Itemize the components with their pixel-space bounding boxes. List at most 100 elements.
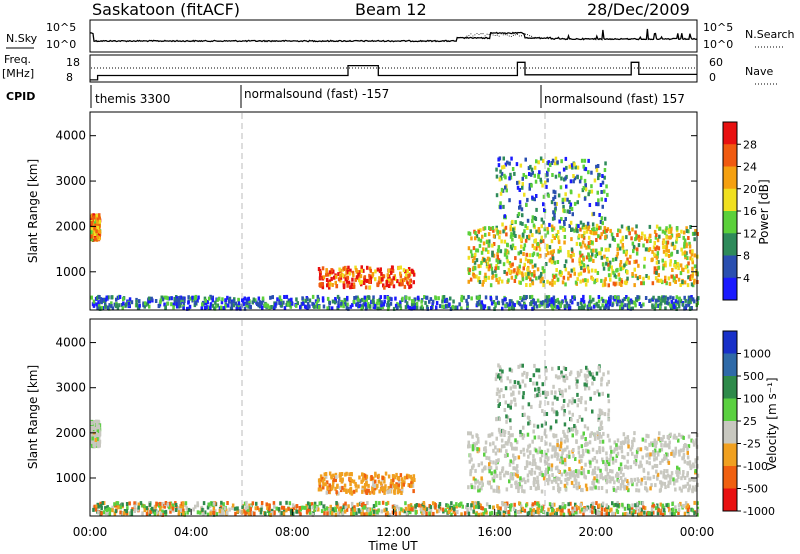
data-cell <box>520 297 524 302</box>
data-cell <box>552 196 555 201</box>
data-cell <box>307 304 310 309</box>
freq-panel: Freq. [MHz] 18 8 60 0 Nave <box>2 53 778 85</box>
data-cell <box>578 485 581 489</box>
data-cell <box>360 279 364 284</box>
data-cell <box>562 398 566 403</box>
data-cell <box>241 505 244 509</box>
data-cell <box>469 506 472 511</box>
data-cell <box>690 295 693 299</box>
data-cell <box>377 508 380 513</box>
data-cell <box>397 479 401 484</box>
data-cell <box>607 283 610 288</box>
data-cell <box>475 274 478 279</box>
data-cell <box>576 370 580 375</box>
data-cell <box>634 503 637 508</box>
data-cell <box>390 478 393 483</box>
data-cell <box>680 229 683 234</box>
data-cell <box>533 216 537 220</box>
data-cell <box>638 275 642 279</box>
data-cell <box>468 271 471 275</box>
data-cell <box>467 246 471 251</box>
data-cell <box>553 395 557 400</box>
data-cell <box>349 482 352 487</box>
data-cell <box>642 467 645 472</box>
data-cell <box>637 263 640 268</box>
data-cell <box>596 389 599 394</box>
data-cell <box>496 252 499 257</box>
data-cell <box>118 303 121 308</box>
data-cell <box>412 489 415 494</box>
data-cell <box>342 505 345 510</box>
y-tick-label: 4000 <box>55 129 86 143</box>
data-cell <box>509 379 512 384</box>
data-cell <box>96 425 99 430</box>
data-cell <box>533 165 537 170</box>
data-cell <box>665 443 668 448</box>
data-cell <box>642 243 645 248</box>
data-cell <box>548 302 552 307</box>
data-cell <box>566 438 569 443</box>
data-cell <box>425 507 428 512</box>
data-cell <box>554 273 558 278</box>
data-cell <box>671 507 675 512</box>
data-cell <box>622 472 625 477</box>
data-cell <box>603 229 607 234</box>
data-cell <box>539 400 542 405</box>
data-cell <box>611 511 614 516</box>
data-cell <box>514 246 517 250</box>
data-cell <box>355 488 358 493</box>
data-cell <box>104 508 107 513</box>
data-cell <box>478 481 481 486</box>
data-cell <box>647 511 650 516</box>
data-cell <box>580 444 584 449</box>
colorbar-tick-label: 1000 <box>743 348 771 361</box>
data-cell <box>460 306 463 311</box>
data-cell <box>409 284 413 289</box>
data-cell <box>271 511 274 515</box>
data-cell <box>532 429 535 434</box>
data-cell <box>386 301 390 306</box>
data-cell <box>323 507 327 512</box>
data-cell <box>403 509 406 514</box>
data-cell <box>609 453 612 458</box>
data-cell <box>350 472 353 477</box>
data-cell <box>374 277 377 282</box>
data-cell <box>663 230 667 235</box>
colorbar-segment <box>723 331 737 354</box>
data-cell <box>655 224 659 229</box>
data-cell <box>566 429 570 434</box>
data-cell <box>579 264 583 268</box>
data-cell <box>135 303 139 308</box>
data-cell <box>668 480 672 485</box>
data-cell <box>521 363 524 368</box>
data-cell <box>96 235 100 240</box>
data-cell <box>559 458 562 463</box>
data-cell <box>681 456 684 461</box>
data-cell <box>600 377 603 382</box>
data-cell <box>521 395 525 400</box>
data-cell <box>568 385 571 390</box>
data-cell <box>634 462 638 467</box>
data-cell <box>631 512 635 517</box>
data-cell <box>308 298 312 303</box>
data-cell <box>343 297 346 302</box>
data-cell <box>325 480 329 485</box>
data-cell <box>651 443 655 448</box>
data-cell <box>492 488 495 493</box>
data-cell <box>541 266 544 271</box>
data-cell <box>573 424 576 428</box>
data-cell <box>683 250 687 255</box>
data-cell <box>100 511 103 516</box>
data-cell <box>505 414 508 419</box>
data-cell <box>393 506 396 511</box>
data-cell <box>561 505 564 510</box>
data-cell <box>213 306 216 311</box>
data-cell <box>235 306 238 311</box>
data-cell <box>574 377 578 382</box>
data-cell <box>573 399 577 404</box>
data-cell <box>358 270 361 275</box>
data-cell <box>642 276 645 281</box>
data-cell <box>379 279 383 284</box>
data-cell <box>513 397 517 402</box>
data-cell <box>495 193 499 198</box>
